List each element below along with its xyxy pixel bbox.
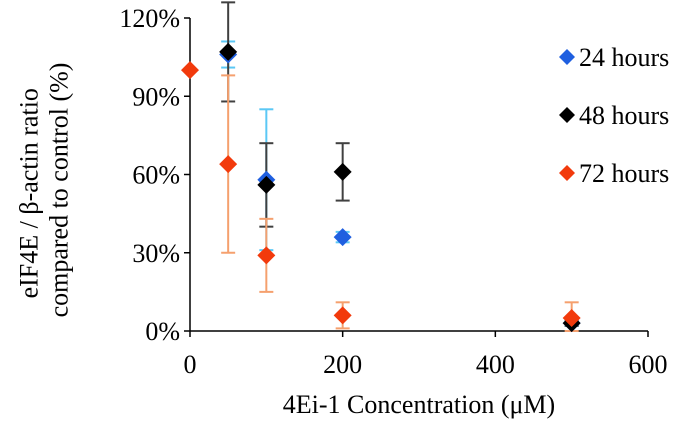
legend: 24 hours 48 hours 72 hours [559, 43, 669, 188]
data-point-24-hours [333, 228, 352, 247]
x-tick-label: 0 [184, 350, 197, 379]
y-tick-label: 90% [132, 82, 180, 111]
axes: 0 200 400 600 0% 30% 60% 90% 120% [119, 4, 667, 379]
data-points [181, 42, 581, 333]
data-point-72-hours [181, 61, 199, 80]
legend-marker-24-hours [559, 49, 575, 65]
y-tick-label: 30% [132, 239, 180, 268]
y-axis-title: eIF4E / β-actin ratio compared to contro… [14, 63, 73, 318]
x-axis-title: 4Ei-1 Concentration (μM) [283, 390, 555, 419]
x-tick-label: 600 [629, 350, 668, 379]
data-point-72-hours [219, 155, 238, 174]
legend-marker-72-hours [559, 165, 575, 181]
x-tick-label: 200 [323, 350, 362, 379]
x-tick-label: 400 [476, 350, 515, 379]
data-point-72-hours [562, 308, 581, 327]
error-bars [221, 1, 579, 332]
legend-marker-48-hours [559, 107, 575, 123]
y-tick-label: 60% [132, 161, 180, 190]
data-point-48-hours [333, 162, 352, 181]
data-point-72-hours [333, 306, 352, 325]
y-axis-title-line-2: compared to control (%) [44, 63, 73, 318]
data-point-48-hours [257, 175, 276, 194]
data-point-72-hours [257, 246, 276, 265]
legend-label-24-hours: 24 hours [579, 43, 669, 72]
y-tick-label: 120% [119, 4, 180, 33]
y-axis-title-line-1: eIF4E / β-actin ratio [14, 88, 43, 298]
y-tick-label: 0% [145, 317, 180, 346]
data-point-48-hours [219, 42, 238, 61]
legend-label-72-hours: 72 hours [579, 159, 669, 188]
legend-label-48-hours: 48 hours [579, 101, 669, 130]
